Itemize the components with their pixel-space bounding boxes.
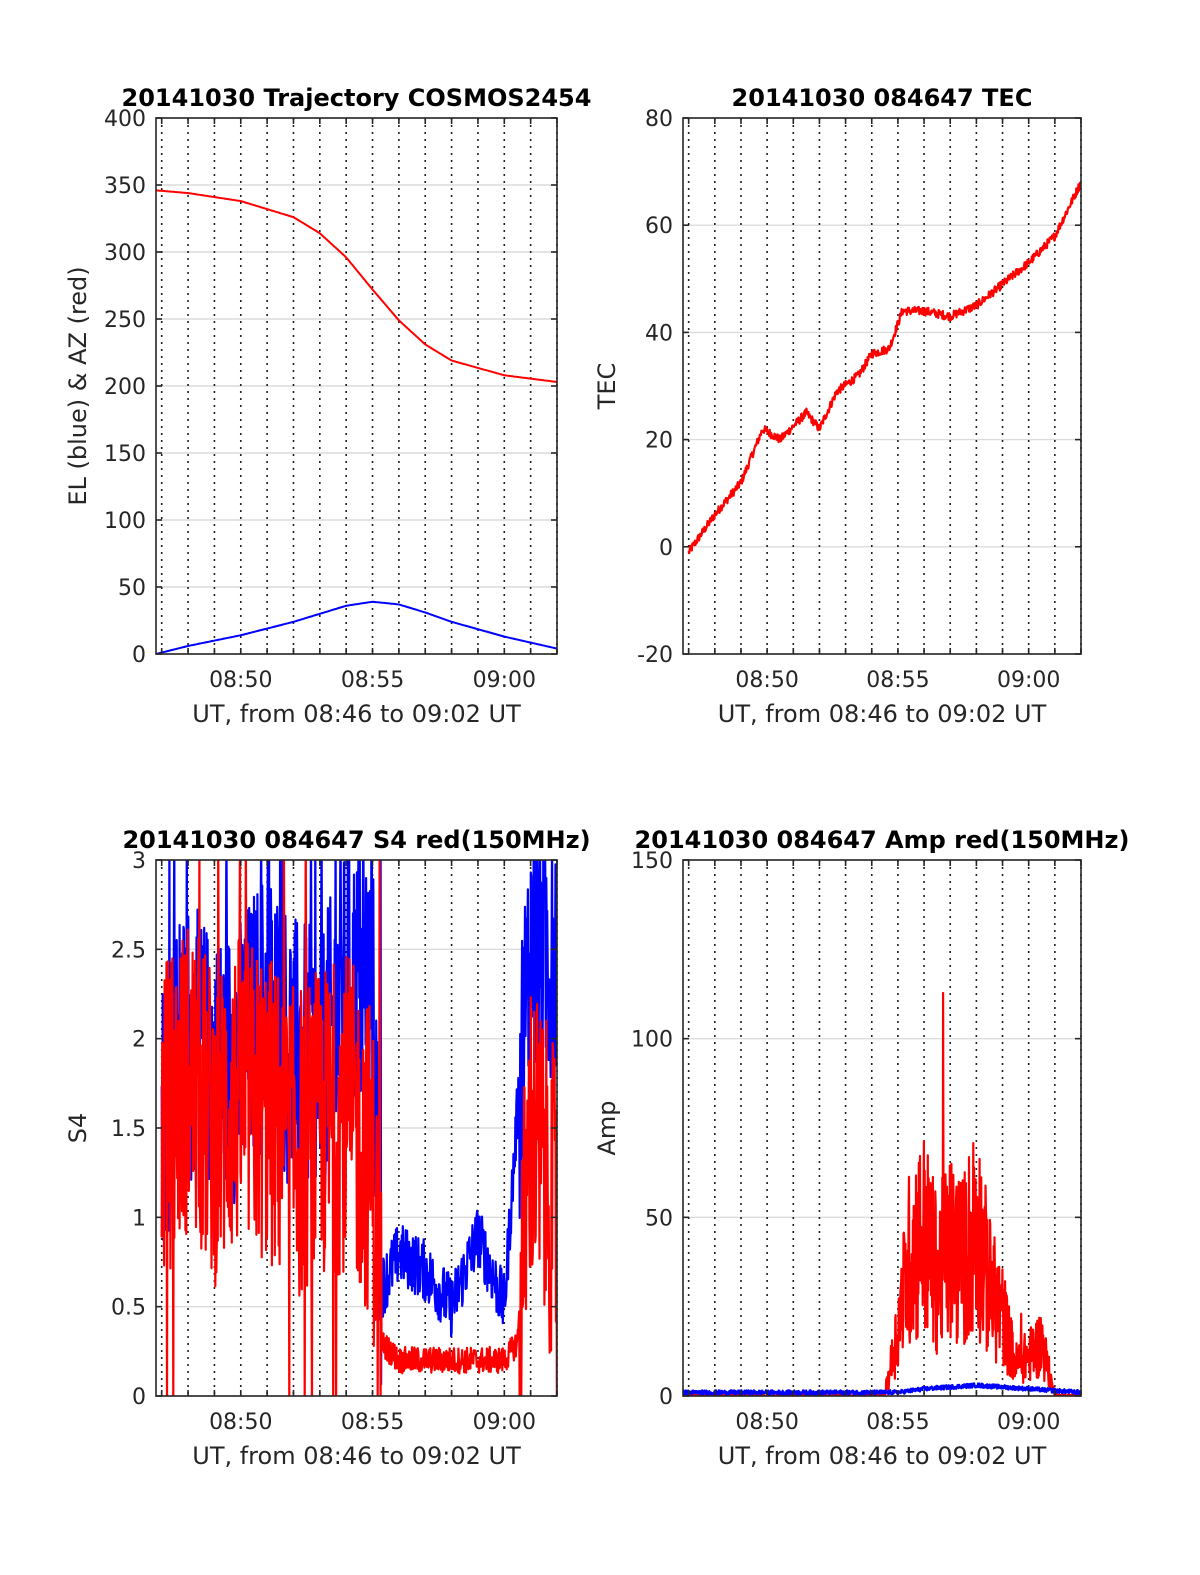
chart-title-s4: 20141030 084647 S4 red(150MHz) bbox=[122, 826, 590, 854]
y-tick-label: 1.5 bbox=[111, 1117, 146, 1142]
x-axis-label: UT, from 08:46 to 09:02 UT bbox=[192, 1442, 521, 1470]
y-tick-label: 0.5 bbox=[111, 1296, 146, 1321]
series-line-red bbox=[683, 991, 1081, 1396]
axes-frame bbox=[682, 117, 1082, 655]
chart-title-trajectory: 20141030 Trajectory COSMOS2454 bbox=[122, 84, 592, 112]
plot-trajectory: 0 50 100 150 200 250 300 350 400 08:50 08:55 09:00 2… bbox=[64, 84, 591, 728]
y-tick-label: 350 bbox=[104, 174, 146, 199]
series-line-blue bbox=[156, 600, 557, 654]
y-tick-label: 50 bbox=[118, 576, 146, 601]
y-tick-label: 150 bbox=[631, 849, 673, 874]
chart-title-amp: 20141030 084647 Amp red(150MHz) bbox=[635, 826, 1130, 854]
y-axis-label: Amp bbox=[593, 1100, 621, 1155]
x-tick-label: 08:55 bbox=[341, 1410, 404, 1435]
x-tick-label: 08:50 bbox=[209, 1410, 272, 1435]
y-tick-label: 50 bbox=[645, 1206, 673, 1231]
series-line-red bbox=[160, 860, 557, 1396]
y-axis-label: S4 bbox=[64, 1113, 92, 1144]
chart-title-tec: 20141030 084647 TEC bbox=[732, 84, 1033, 112]
y-tick-label: 300 bbox=[104, 241, 146, 266]
y-tick-label: 0 bbox=[659, 536, 673, 561]
y-tick-label: 60 bbox=[645, 214, 673, 239]
y-axis-label: TEC bbox=[593, 363, 621, 411]
y-tick-label: 200 bbox=[104, 375, 146, 400]
y-axis-label: EL (blue) & AZ (red) bbox=[64, 266, 92, 505]
x-tick-label: 09:00 bbox=[473, 668, 536, 693]
y-tick-label: 400 bbox=[104, 107, 146, 132]
y-tick-label: 20 bbox=[645, 429, 673, 454]
plot-amp: 0 50 100 150 08:50 08:55 09:00 20141030 084647 … bbox=[593, 826, 1129, 1470]
y-tick-label: 40 bbox=[645, 321, 673, 346]
y-tick-label: 80 bbox=[645, 107, 673, 132]
y-tick-label: 2 bbox=[132, 1028, 146, 1053]
plot-s4: 0 0.5 1 1.5 2 2.5 3 08:50 08:55 09:00 20141030 084… bbox=[64, 826, 591, 1470]
y-tick-label: 250 bbox=[104, 308, 146, 333]
x-axis-label: UT, from 08:46 to 09:02 UT bbox=[192, 700, 521, 728]
x-tick-label: 09:00 bbox=[997, 1410, 1060, 1435]
y-tick-label: 1 bbox=[132, 1206, 146, 1231]
y-tick-label: 0 bbox=[132, 643, 146, 668]
y-tick-label: 100 bbox=[104, 509, 146, 534]
x-axis-label: UT, from 08:46 to 09:02 UT bbox=[718, 700, 1047, 728]
x-tick-label: 09:00 bbox=[997, 668, 1060, 693]
x-tick-label: 08:50 bbox=[735, 1410, 798, 1435]
x-tick-label: 08:55 bbox=[866, 1410, 929, 1435]
y-tick-label: 3 bbox=[132, 849, 146, 874]
x-tick-label: 08:55 bbox=[866, 668, 929, 693]
x-tick-label: 08:50 bbox=[209, 668, 272, 693]
y-tick-label: 150 bbox=[104, 442, 146, 467]
y-tick-label: 2.5 bbox=[111, 938, 146, 963]
y-tick-label: 0 bbox=[659, 1385, 673, 1410]
y-tick-label: 100 bbox=[631, 1028, 673, 1053]
y-tick-label: 0 bbox=[132, 1385, 146, 1410]
x-axis-label: UT, from 08:46 to 09:02 UT bbox=[718, 1442, 1047, 1470]
x-tick-label: 08:55 bbox=[341, 668, 404, 693]
series-line-red bbox=[687, 181, 1081, 555]
series-line-red bbox=[156, 189, 557, 383]
y-tick-label: -20 bbox=[637, 643, 673, 668]
x-tick-label: 08:50 bbox=[735, 668, 798, 693]
x-tick-label: 09:00 bbox=[473, 1410, 536, 1435]
series-line-blue bbox=[683, 1382, 1081, 1396]
axes-frame bbox=[682, 859, 1082, 1397]
plot-tec: -20 0 20 40 60 80 08:50 08:55 09:00 20141030 0846… bbox=[593, 84, 1082, 728]
